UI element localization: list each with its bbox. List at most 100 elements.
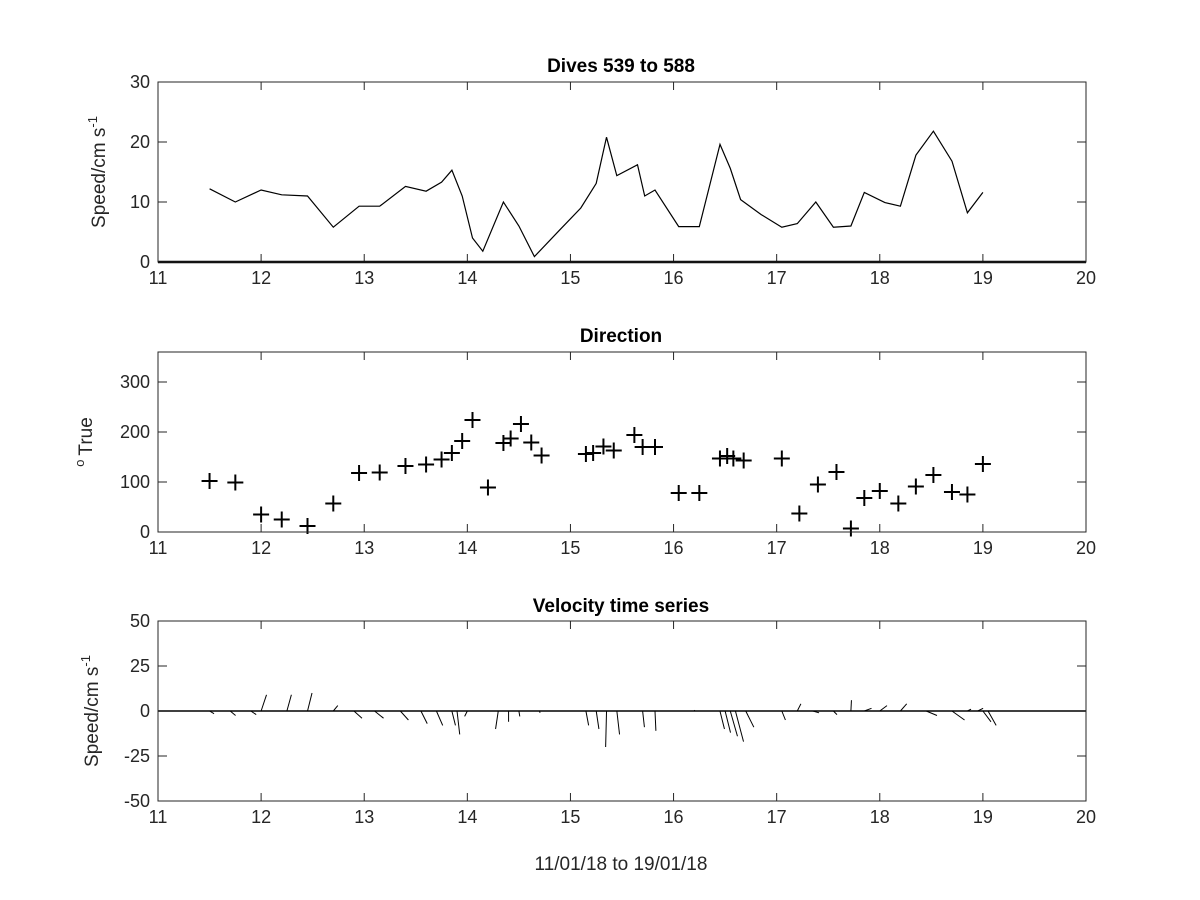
y-tick-label: -50: [124, 791, 150, 811]
x-tick-label: 12: [251, 807, 271, 827]
x-tick-label: 14: [457, 268, 477, 288]
velocity-stick: [982, 710, 992, 723]
x-tick-label: 20: [1076, 268, 1096, 288]
direction-point: [907, 478, 924, 495]
velocity-stick: [605, 710, 608, 748]
y-tick-label: 0: [140, 252, 150, 272]
velocity-stick: [616, 710, 621, 735]
direction-point: [626, 427, 643, 443]
y-tick-label: -25: [124, 746, 150, 766]
direction-point: [871, 483, 888, 499]
direction-ylabel-sup: o: [72, 460, 87, 467]
velocity-stick: [464, 710, 468, 717]
velocity-stick: [879, 705, 888, 712]
velocity-stick: [353, 710, 363, 719]
direction-point: [512, 416, 529, 432]
velocity-stick: [719, 710, 725, 730]
x-tick-label: 17: [767, 268, 787, 288]
x-tick-label: 18: [870, 538, 890, 558]
velocity-xlabel: 11/01/18 to 19/01/18: [535, 854, 708, 875]
x-tick-label: 12: [251, 538, 271, 558]
speed-line: [209, 130, 984, 258]
direction-point: [351, 465, 368, 481]
velocity-stick: [585, 710, 590, 726]
direction-point: [418, 456, 435, 473]
velocity-stick: [495, 710, 499, 730]
x-tick-label: 16: [664, 538, 684, 558]
direction-point: [646, 439, 663, 455]
x-tick-label: 14: [457, 807, 477, 827]
velocity-ylabel-sup: -1: [78, 655, 93, 667]
x-tick-label: 16: [664, 807, 684, 827]
y-tick-label: 30: [130, 72, 150, 92]
x-tick-label: 17: [767, 807, 787, 827]
velocity-stick: [734, 710, 745, 742]
direction-point: [227, 474, 244, 491]
direction-point: [943, 484, 960, 500]
direction-point: [454, 433, 471, 449]
direction-series: [201, 412, 991, 537]
x-tick-label: 15: [560, 807, 580, 827]
x-tick-label: 20: [1076, 807, 1096, 827]
velocity-ylabel: Speed/cm s-1: [78, 655, 103, 767]
y-tick-label: 20: [130, 132, 150, 152]
x-tick-label: 12: [251, 268, 271, 288]
velocity-stick: [724, 710, 731, 733]
direction-point: [670, 485, 687, 501]
velocity-stick: [420, 710, 428, 724]
x-tick-label: 14: [457, 538, 477, 558]
speed-axes-ticks: 11 12 13 14 15 16 17 18 19 20 0 10 20 30: [130, 72, 1096, 288]
velocity-stick: [850, 700, 852, 712]
velocity-panel: Velocity time series 11 12 13 14 15 16 17 18 19 2…: [78, 596, 1096, 875]
direction-point: [433, 451, 450, 468]
x-tick-label: 18: [870, 807, 890, 827]
x-tick-label: 13: [354, 268, 374, 288]
velocity-stick: [900, 703, 908, 712]
x-tick-label: 11: [149, 268, 168, 288]
velocity-stick: [518, 710, 521, 717]
direction-point: [325, 495, 342, 512]
velocity-stick: [796, 703, 802, 712]
y-tick-label: 300: [120, 372, 150, 392]
velocity-stick: [451, 710, 456, 726]
velocity-stick: [286, 694, 292, 712]
direction-point: [299, 518, 316, 534]
x-tick-label: 13: [354, 807, 374, 827]
direction-point: [890, 495, 907, 512]
direction-point: [809, 476, 826, 493]
x-tick-label: 20: [1076, 538, 1096, 558]
direction-point: [464, 412, 481, 428]
x-tick-label: 19: [973, 538, 993, 558]
direction-point: [585, 445, 602, 461]
x-tick-label: 11: [149, 538, 168, 558]
x-tick-label: 17: [767, 538, 787, 558]
direction-point: [201, 473, 218, 489]
velocity-axes-box: [157, 620, 1087, 802]
y-tick-label: 0: [140, 522, 150, 542]
direction-point: [842, 520, 859, 537]
direction-axes-box: [157, 351, 1087, 533]
direction-point: [691, 485, 708, 501]
speed-axes-box: [157, 81, 1087, 263]
x-tick-label: 19: [973, 807, 993, 827]
direction-point: [791, 505, 808, 522]
direction-ylabel-text: True: [76, 417, 97, 455]
y-tick-label: 25: [130, 656, 150, 676]
velocity-series: [158, 692, 1086, 748]
y-tick-label: 50: [130, 611, 150, 631]
direction-panel: Direction 11 12 13 14 15 16 17 18 19 200100200300…: [72, 326, 1096, 558]
direction-chart-title: Direction: [580, 326, 662, 347]
direction-ylabel: o True: [72, 417, 97, 467]
velocity-stick: [729, 710, 738, 737]
x-tick-label: 11: [149, 807, 168, 827]
y-tick-label: 100: [120, 472, 150, 492]
direction-point: [273, 511, 290, 528]
velocity-stick: [951, 710, 965, 721]
direction-point: [974, 456, 991, 472]
velocity-stick: [435, 710, 444, 726]
direction-point: [502, 430, 519, 447]
speed-panel: Dives 539 to 588 11 12 13 14 15 16 17 18 19 20 0 10…: [85, 56, 1096, 288]
direction-point: [711, 450, 728, 467]
velocity-stick: [745, 710, 755, 728]
direction-point: [523, 434, 540, 451]
